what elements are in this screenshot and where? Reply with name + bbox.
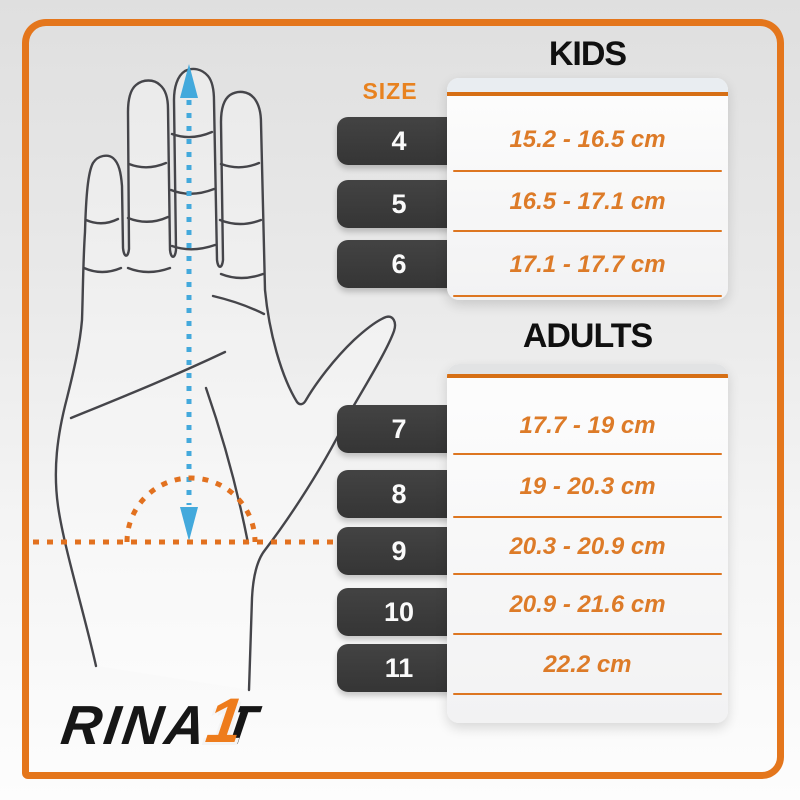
size-range-value: 20.3 - 20.9 cm — [509, 532, 666, 560]
size-number: 9 — [391, 535, 407, 566]
size-range-row: 17.7 - 19 cm — [447, 378, 728, 455]
rinat-logo: RINA T 1 — [57, 686, 283, 756]
kids-heading: KIDS — [548, 35, 627, 73]
palm-creases — [69, 294, 266, 545]
size-badge: 10 — [337, 588, 461, 636]
panel-top-strip — [447, 364, 728, 374]
hand-length-arrow-icon — [180, 64, 198, 541]
size-range-value: 17.7 - 19 cm — [519, 411, 656, 439]
size-badge: 6 — [337, 240, 461, 288]
size-range-value: 17.1 - 17.7 cm — [509, 250, 666, 278]
size-number: 6 — [391, 248, 407, 279]
size-badge: 9 — [337, 527, 461, 575]
adults-rows: 17.7 - 19 cm 19 - 20.3 cm 20.3 - 20.9 cm 20… — [447, 378, 728, 695]
size-number: 7 — [391, 413, 407, 444]
size-badge: 7 — [337, 405, 461, 453]
wrist-measure-marker-icon — [33, 475, 336, 545]
panel-accent-line — [447, 374, 728, 378]
rinat-logo-text: RINA — [57, 694, 213, 756]
size-range-row: 15.2 - 16.5 cm — [447, 96, 728, 172]
size-range-row: 16.5 - 17.1 cm — [447, 172, 728, 232]
hand-outline — [54, 67, 397, 692]
size-range-value: 16.5 - 17.1 cm — [509, 188, 666, 215]
size-range-value: 15.2 - 16.5 cm — [509, 126, 666, 153]
size-number: 5 — [391, 188, 407, 219]
size-range-value: 19 - 20.3 cm — [519, 472, 656, 500]
kids-rows: 15.2 - 16.5 cm 16.5 - 17.1 cm 17.1 - 17.7 … — [447, 96, 728, 297]
size-number: 11 — [384, 652, 414, 683]
adults-heading: ADULTS — [522, 317, 653, 355]
size-range-row: 20.9 - 21.6 cm — [447, 575, 728, 635]
size-range-row: 20.3 - 20.9 cm — [447, 518, 728, 575]
panel-accent-line — [447, 92, 728, 96]
size-number: 8 — [391, 478, 407, 509]
size-badge: 5 — [337, 180, 461, 228]
size-range-row: 19 - 20.3 cm — [447, 455, 728, 518]
panel-top-strip — [447, 78, 728, 92]
kids-size-panel: 15.2 - 16.5 cm 16.5 - 17.1 cm 17.1 - 17.7 … — [447, 78, 728, 300]
size-badge: 4 — [337, 117, 461, 165]
adults-size-panel: 17.7 - 19 cm 19 - 20.3 cm 20.3 - 20.9 cm 20… — [447, 364, 728, 723]
size-number: 4 — [391, 125, 407, 156]
size-badge: 8 — [337, 470, 461, 518]
size-range-value: 22.2 cm — [543, 651, 632, 678]
size-column-label: SIZE — [362, 78, 418, 104]
size-range-row: 22.2 cm — [447, 635, 728, 695]
size-range-value: 20.9 - 21.6 cm — [509, 591, 666, 618]
finger-creases — [82, 130, 265, 280]
size-badge: 11 — [337, 644, 461, 692]
size-range-row: 17.1 - 17.7 cm — [447, 232, 728, 297]
size-number: 10 — [383, 596, 415, 627]
